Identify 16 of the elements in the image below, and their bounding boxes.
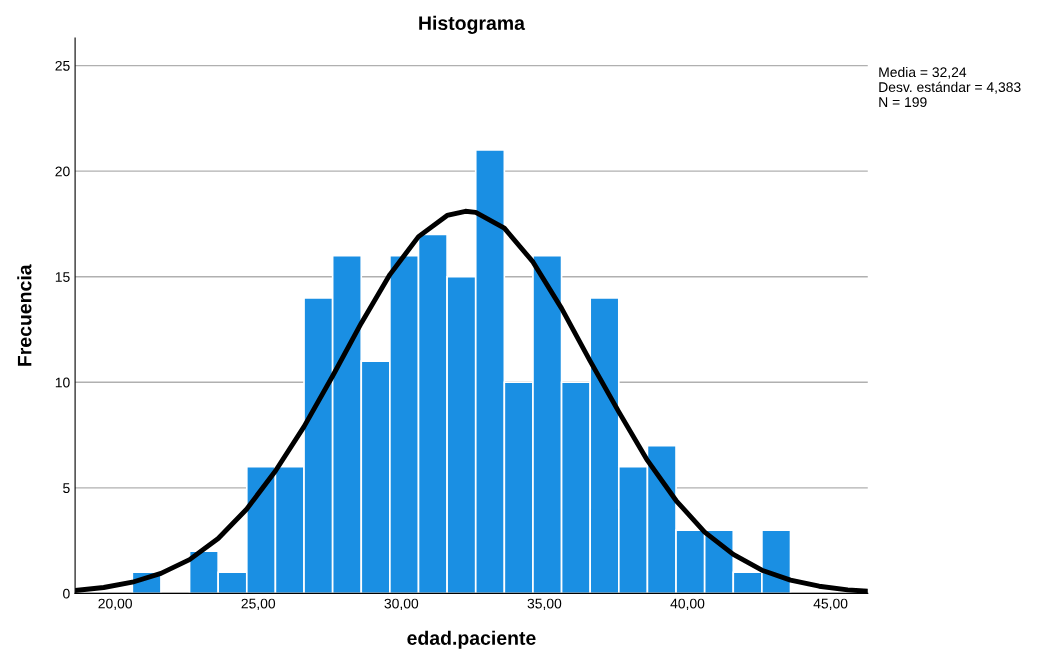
- y-axis-title: Frecuencia: [17, 264, 32, 366]
- y-tick-label: 5: [63, 483, 70, 494]
- y-tick-label: 20: [55, 166, 70, 177]
- y-tick-label: 15: [55, 272, 70, 282]
- chart-title: Histograma: [419, 15, 526, 34]
- text: Media = 32,24 Desv. estándar = 4,383 N = 199: [879, 66, 1021, 108]
- x-tick-label: 35,00: [527, 598, 562, 611]
- y-tick-label: 0: [63, 588, 70, 599]
- x-tick-label: 20,00: [98, 598, 132, 611]
- x-tick-label: 45,00: [813, 598, 848, 611]
- x-tick-label: 40,00: [670, 598, 705, 611]
- y-tick-label: 25: [55, 60, 70, 71]
- x-tick-label: 25,00: [241, 598, 276, 611]
- x-axis-title: edad.paciente: [407, 630, 536, 649]
- y-tick-label: 10: [55, 377, 70, 388]
- x-tick-label: 30,00: [384, 598, 419, 611]
